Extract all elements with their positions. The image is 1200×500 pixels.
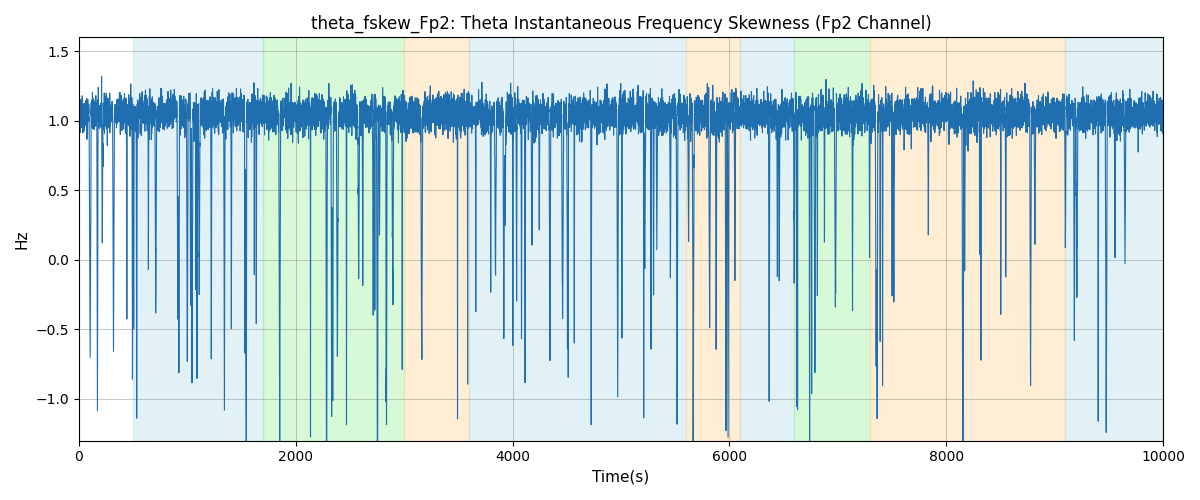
Bar: [133, 38, 263, 440]
Bar: [1066, 38, 1163, 440]
Bar: [263, 38, 404, 440]
Bar: [870, 38, 1066, 440]
Bar: [740, 38, 794, 440]
Y-axis label: Hz: Hz: [14, 230, 30, 249]
Bar: [404, 38, 469, 440]
X-axis label: Time(s): Time(s): [593, 470, 649, 485]
Bar: [794, 38, 870, 440]
Bar: [686, 38, 740, 440]
Title: theta_fskew_Fp2: Theta Instantaneous Frequency Skewness (Fp2 Channel): theta_fskew_Fp2: Theta Instantaneous Fre…: [311, 15, 931, 34]
Bar: [469, 38, 686, 440]
